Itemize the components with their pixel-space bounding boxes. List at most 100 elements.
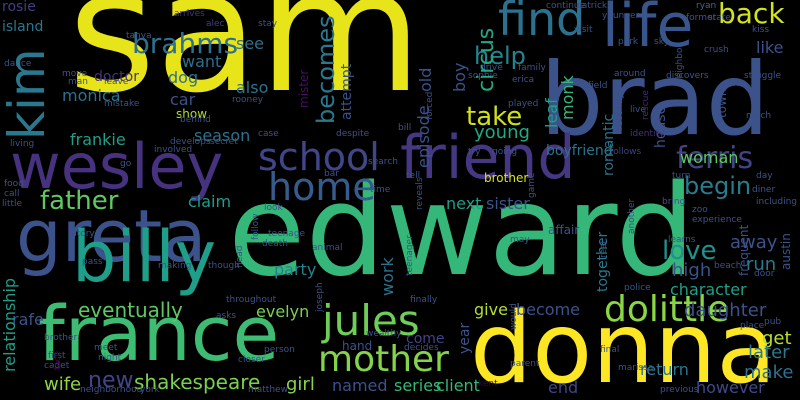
- word: run: [746, 254, 777, 275]
- word: beach: [714, 261, 742, 271]
- word: life: [602, 0, 694, 61]
- word: field: [588, 81, 608, 91]
- word: dolittle: [604, 289, 730, 330]
- word: pub: [764, 317, 782, 327]
- word: animal: [312, 243, 343, 253]
- word: back: [718, 0, 785, 30]
- word: kent: [478, 379, 498, 389]
- word: patrick: [576, 1, 608, 11]
- word: person: [264, 345, 295, 355]
- word: discovers: [666, 71, 709, 81]
- word: character: [670, 280, 747, 299]
- word: little: [2, 199, 23, 209]
- word: family: [518, 63, 546, 73]
- word: school: [258, 135, 380, 179]
- word: rescue: [641, 90, 651, 120]
- word: brother: [484, 171, 529, 185]
- word: park: [618, 37, 639, 47]
- word: meet: [94, 343, 118, 353]
- word: france: [38, 289, 280, 378]
- word: dance: [4, 59, 32, 69]
- word: mister: [297, 69, 311, 108]
- word: bring: [662, 197, 686, 207]
- word: work: [378, 257, 397, 296]
- word: donna: [470, 292, 777, 400]
- word: continue: [546, 1, 586, 11]
- word: asks: [216, 311, 237, 321]
- word: show: [176, 107, 208, 121]
- word: jules: [322, 296, 420, 345]
- word: making: [158, 261, 192, 271]
- word: rosie: [2, 0, 36, 15]
- word: new: [88, 368, 134, 393]
- word: follow: [251, 213, 261, 240]
- word: learns: [668, 235, 696, 245]
- word: bar: [324, 169, 339, 179]
- word: visit: [574, 25, 593, 35]
- word: see: [236, 34, 265, 53]
- word: played: [508, 99, 539, 109]
- word: decides: [404, 343, 439, 353]
- word: girl: [286, 374, 315, 395]
- word: frequent: [737, 224, 751, 276]
- word: night: [98, 353, 122, 363]
- word: want: [182, 52, 222, 71]
- word: austin: [779, 233, 793, 270]
- word: secret: [210, 137, 238, 147]
- word: tell: [406, 171, 421, 181]
- word: brother: [44, 333, 78, 343]
- word: help: [474, 42, 526, 70]
- word: neighborhood: [80, 385, 143, 395]
- word: face: [53, 350, 63, 370]
- word: state: [708, 13, 731, 23]
- word: zoo: [692, 205, 708, 215]
- word: also: [236, 78, 269, 97]
- word: death: [262, 239, 288, 249]
- word: despite: [336, 129, 370, 139]
- word: attempt: [339, 63, 355, 120]
- word: rafe: [12, 310, 44, 329]
- word: joseph: [315, 282, 325, 312]
- word: home: [268, 165, 376, 209]
- word: become: [516, 300, 581, 319]
- word: arrives: [174, 9, 205, 19]
- word: closer: [238, 355, 265, 365]
- word: move: [62, 69, 88, 79]
- word: pass: [82, 257, 103, 267]
- word: like: [756, 38, 784, 57]
- word: try: [468, 147, 481, 157]
- word: named: [332, 376, 388, 395]
- word: house: [653, 105, 669, 148]
- word: come: [406, 331, 445, 347]
- word: wife: [44, 374, 82, 395]
- word: take: [466, 102, 523, 132]
- word: develops: [170, 137, 211, 147]
- word: erica: [512, 75, 535, 85]
- word: diner: [752, 185, 776, 195]
- word: another: [627, 198, 637, 234]
- word: go: [120, 159, 132, 169]
- word: father: [40, 186, 119, 216]
- word: get: [762, 328, 792, 349]
- word: including: [756, 197, 797, 207]
- word: series: [394, 376, 442, 395]
- word: daughter: [684, 300, 767, 321]
- word: final: [600, 345, 620, 355]
- word: turn: [672, 171, 691, 181]
- word: identity: [630, 129, 665, 139]
- word: love: [662, 236, 717, 266]
- word: dog: [168, 68, 199, 87]
- word: however: [696, 378, 765, 397]
- word: head: [235, 245, 245, 268]
- word: sophie: [468, 71, 498, 81]
- word: edward: [228, 157, 696, 304]
- word: reveals: [415, 177, 425, 210]
- word: cadet: [44, 361, 70, 371]
- word: previous: [660, 385, 699, 395]
- word: sam: [68, 0, 423, 130]
- word: season: [194, 126, 251, 145]
- word: relationship: [0, 277, 19, 372]
- word: call: [4, 189, 20, 199]
- word: island: [2, 19, 44, 35]
